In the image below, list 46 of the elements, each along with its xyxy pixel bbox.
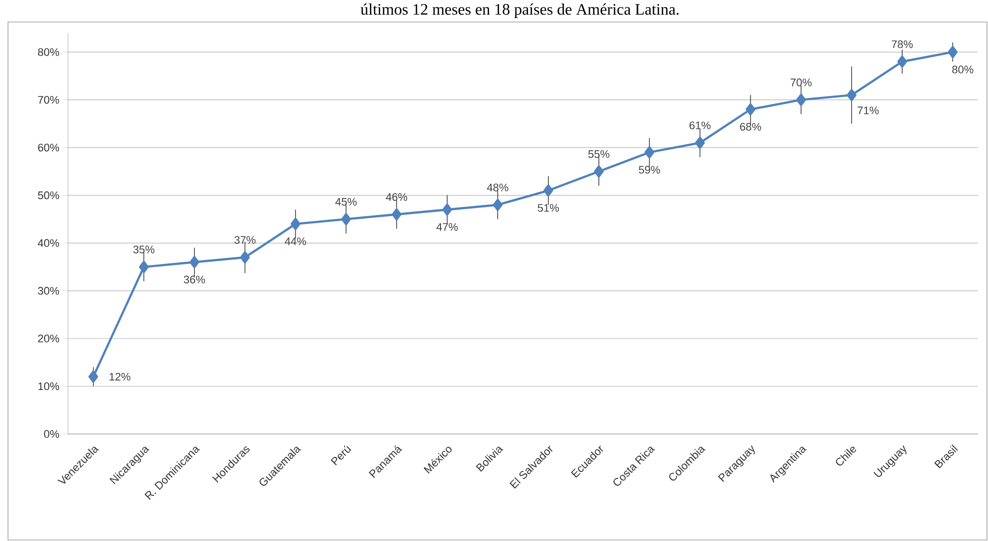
point (88, 370, 98, 383)
point (392, 208, 402, 220)
y-tick-label: 50% (38, 191, 60, 200)
data-label: 37% (234, 236, 256, 244)
point (442, 204, 452, 216)
point (948, 46, 958, 58)
y-tick-label: 70% (38, 96, 60, 104)
y-tick-label: 80% (38, 48, 60, 56)
y-tick-label: 30% (38, 286, 60, 295)
chart-title: últimos 12 meses en 18 países de América Latina. (360, 4, 679, 18)
y-tick-label: 20% (38, 334, 60, 342)
data-label: 12% (110, 372, 130, 381)
data-label: 71% (858, 106, 879, 114)
point (644, 146, 654, 158)
data-label: 46% (386, 193, 408, 201)
point (846, 88, 856, 102)
point (796, 94, 806, 106)
data-label: 70% (790, 78, 812, 86)
y-tick-label: 0% (44, 430, 60, 438)
y-tick-label: 10% (38, 382, 60, 390)
point (190, 256, 200, 268)
point (746, 103, 756, 116)
data-label: 68% (740, 122, 762, 131)
data-label: 48% (487, 184, 508, 192)
data-label: 80% (952, 66, 974, 74)
point (594, 165, 604, 178)
data-label: 45% (335, 198, 357, 206)
point (492, 198, 503, 211)
point (543, 184, 554, 197)
data-label: 35% (133, 246, 154, 254)
point (695, 136, 705, 149)
data-label: 36% (184, 276, 205, 284)
data-label: 47% (436, 223, 458, 231)
data-label: 78% (892, 40, 913, 48)
point (341, 213, 351, 226)
y-tick-label: 60% (38, 144, 60, 152)
data-label: 59% (638, 166, 660, 174)
point (139, 260, 149, 273)
point (290, 218, 300, 230)
y-tick-label: 40% (38, 239, 60, 247)
point (240, 251, 250, 264)
data-label: 44% (284, 237, 306, 246)
data-label: 51% (538, 204, 559, 212)
data-label: 55% (588, 150, 610, 158)
point (897, 56, 908, 68)
data-label: 61% (690, 122, 711, 130)
